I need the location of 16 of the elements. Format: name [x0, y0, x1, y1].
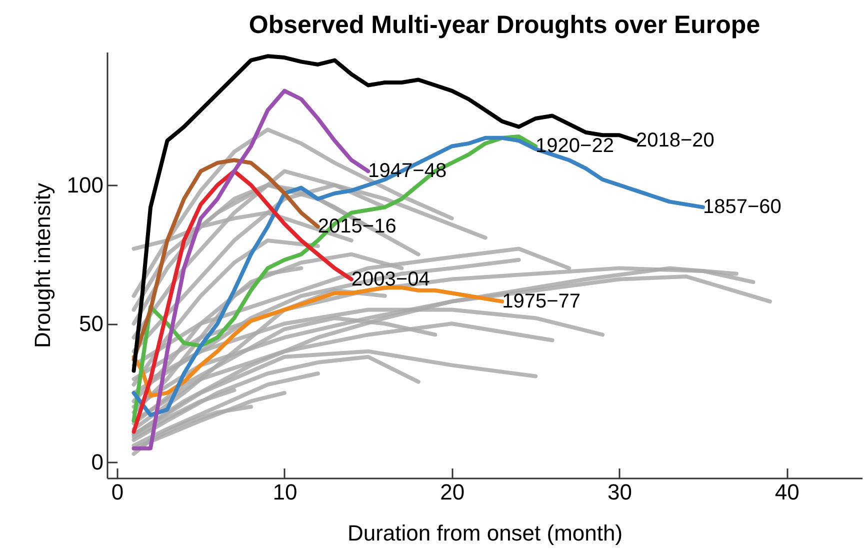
chart-title: Observed Multi-year Droughts over Europe	[248, 11, 760, 39]
x-tick-label: 40	[774, 480, 800, 504]
series-label: 1920−22	[536, 135, 614, 158]
series-label: 1857−60	[702, 196, 782, 218]
x-axis-title: Duration from onset (month)	[347, 520, 623, 546]
y-tick-label: 0	[91, 450, 104, 475]
y-tick-label: 50	[79, 311, 104, 336]
series-label: 1975−77	[502, 290, 580, 312]
x-tick-label: 20	[440, 480, 465, 504]
x-tick-label: 0	[111, 480, 124, 504]
y-tick-label: 100	[66, 172, 104, 198]
series-label: 2003−04	[351, 268, 430, 290]
y-axis-title: Drought intensity	[30, 182, 55, 348]
x-tick-label: 10	[272, 480, 298, 504]
series-label: 2018−20	[636, 130, 714, 152]
x-tick-label: 30	[608, 480, 632, 504]
